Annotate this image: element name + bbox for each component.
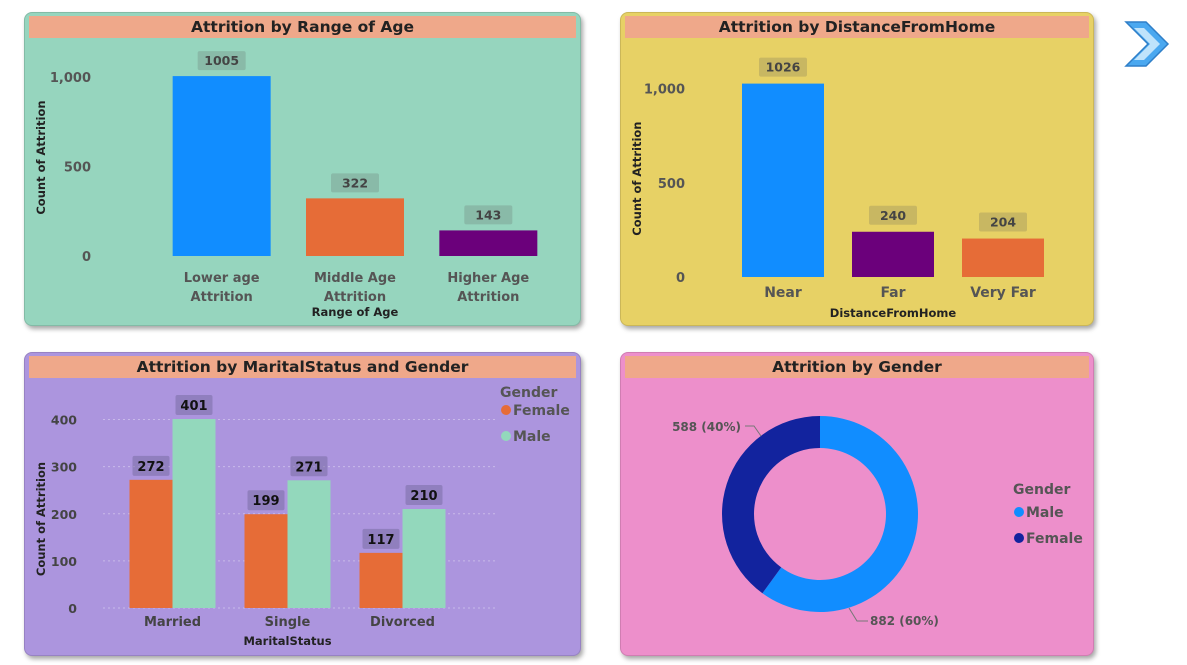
data-label-bg [331, 173, 379, 193]
data-label-bg [247, 490, 285, 511]
bar-male [172, 419, 216, 608]
y-tick-label: 100 [51, 554, 77, 569]
x-tick-label: Far [880, 285, 905, 301]
distance-chart-panel: Attrition by DistanceFromHome 0 500 1,000 C… [620, 12, 1094, 326]
x-axis-title: Range of Age [312, 305, 399, 319]
data-label: 272 [137, 460, 164, 475]
data-label-bg [362, 528, 400, 549]
y-tick-label: 400 [51, 413, 77, 428]
age-chart-title: Attrition by Range of Age [29, 16, 576, 38]
data-label: 882 (60%) [870, 614, 939, 628]
x-tick-label: Divorced [370, 615, 435, 630]
data-label: 199 [252, 494, 279, 509]
gender-chart-title: Attrition by Gender [625, 356, 1089, 378]
y-axis-title: Count of Attrition [34, 100, 48, 214]
data-label: 1005 [204, 53, 239, 68]
marital-chart-svg: 0 100 200 300 400 Count of Attrition 272 401 Mar… [34, 385, 570, 648]
x-tick-label: Lower age [184, 271, 260, 286]
legend-title: Gender [1013, 482, 1070, 498]
data-label-bg [132, 455, 170, 476]
data-label-bg [464, 205, 513, 225]
data-label-bg [175, 395, 213, 416]
donut-slice-male [762, 416, 918, 612]
x-tick-label: Higher Age [447, 271, 529, 286]
data-label: 204 [990, 215, 1016, 230]
legend-marker [501, 405, 511, 415]
data-label: 210 [410, 489, 437, 504]
data-label: 240 [880, 208, 906, 223]
y-tick-label: 500 [64, 161, 91, 176]
bar [306, 198, 404, 256]
chevron-right-icon[interactable] [1120, 18, 1172, 70]
x-axis-title: MaritalStatus [243, 634, 331, 648]
y-tick-label: 0 [676, 271, 685, 286]
legend-marker [1014, 533, 1024, 543]
bar-male [402, 509, 446, 608]
data-label: 143 [475, 207, 501, 222]
bar [852, 231, 934, 277]
x-tick-label: Very Far [970, 285, 1036, 301]
marital-chart-title: Attrition by MaritalStatus and Gender [29, 356, 576, 378]
data-label: 322 [342, 175, 368, 190]
bar-female [244, 514, 288, 608]
donut-slice-female [722, 416, 820, 594]
y-tick-label: 1,000 [50, 71, 91, 86]
gender-chart-panel: Attrition by Gender 882 (60%) 588 (40%) Ge… [620, 352, 1094, 656]
bar [962, 238, 1044, 277]
legend-item: Female [513, 403, 570, 419]
x-tick-label: Attrition [191, 290, 253, 305]
legend-item: Male [1026, 505, 1064, 521]
x-tick-label: Near [764, 285, 802, 301]
data-label-bg [979, 212, 1027, 232]
y-tick-label: 0 [82, 250, 91, 265]
bar-female [129, 479, 173, 608]
leader-line [745, 425, 762, 437]
legend-title: Gender [500, 385, 557, 401]
y-tick-label: 1,000 [644, 83, 685, 98]
marital-chart-panel: Attrition by MaritalStatus and Gender 0 1… [24, 352, 581, 656]
y-axis-title: Count of Attrition [34, 462, 48, 576]
data-label: 271 [295, 460, 322, 475]
legend-item: Female [1026, 531, 1083, 547]
bar [439, 230, 538, 256]
data-label-bg [405, 485, 443, 506]
bar [172, 76, 271, 256]
x-tick-label: Attrition [457, 290, 519, 305]
legend-marker [501, 431, 511, 441]
data-label-bg [290, 456, 328, 477]
x-tick-label: Middle Age [314, 271, 396, 286]
data-label: 1026 [766, 60, 801, 75]
x-axis-title: DistanceFromHome [830, 306, 957, 320]
bar-female [359, 552, 403, 608]
x-tick-label: Married [144, 615, 201, 630]
data-label-bg [759, 57, 807, 77]
x-tick-label: Attrition [324, 290, 386, 305]
y-tick-label: 200 [51, 507, 77, 522]
data-label-bg [197, 51, 246, 71]
distance-chart-svg: 0 500 1,000 Count of Attrition 1026 Near 240 Fa… [630, 57, 1044, 320]
legend-marker [1014, 507, 1024, 517]
data-label: 588 (40%) [672, 420, 741, 434]
y-tick-label: 0 [68, 601, 77, 616]
data-label-bg [869, 205, 917, 225]
data-label: 401 [180, 399, 207, 414]
age-chart-panel: Attrition by Range of Age 0 500 1,000 Count… [24, 12, 581, 326]
leader-line [848, 607, 868, 622]
y-axis-title: Count of Attrition [630, 122, 644, 236]
gender-chart-svg: 882 (60%) 588 (40%) Gender Male Female [672, 416, 1083, 628]
y-tick-label: 300 [51, 460, 77, 475]
legend-item: Male [513, 429, 551, 445]
y-tick-label: 500 [658, 177, 685, 192]
bar-male [287, 480, 331, 608]
x-tick-label: Single [265, 615, 311, 630]
distance-chart-title: Attrition by DistanceFromHome [625, 16, 1089, 38]
data-label: 117 [367, 533, 394, 548]
bar [742, 83, 824, 277]
